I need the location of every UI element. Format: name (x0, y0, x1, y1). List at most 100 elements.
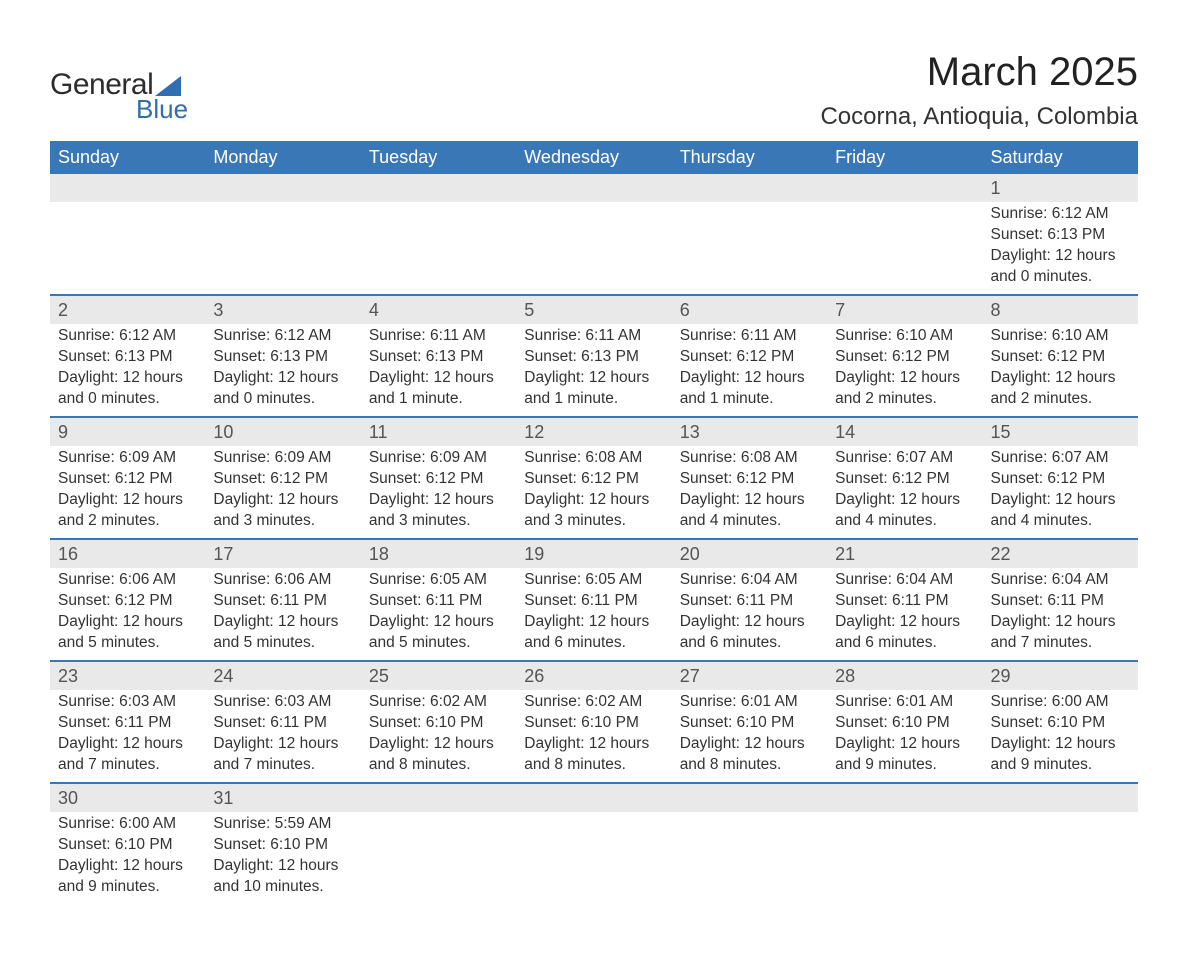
daylight-text: Daylight: 12 hours and 3 minutes. (213, 490, 352, 532)
sunset-text: Sunset: 6:10 PM (213, 835, 352, 856)
day-number: 7 (827, 296, 982, 324)
sunrise-text: Sunrise: 6:02 AM (369, 692, 508, 713)
title-block: March 2025 Cocorna, Antioquia, Colombia (820, 50, 1138, 131)
calendar-cell-empty (827, 783, 982, 904)
calendar-cell: 13Sunrise: 6:08 AMSunset: 6:12 PMDayligh… (672, 417, 827, 539)
calendar-cell-empty (205, 174, 360, 295)
daylight-text: Daylight: 12 hours and 5 minutes. (58, 612, 197, 654)
calendar-cell: 27Sunrise: 6:01 AMSunset: 6:10 PMDayligh… (672, 661, 827, 783)
daylight-text: Daylight: 12 hours and 8 minutes. (524, 734, 663, 776)
day-number: 24 (205, 662, 360, 690)
day-details: Sunrise: 6:09 AMSunset: 6:12 PMDaylight:… (50, 446, 205, 538)
calendar-cell: 17Sunrise: 6:06 AMSunset: 6:11 PMDayligh… (205, 539, 360, 661)
day-number (827, 784, 982, 812)
day-number: 28 (827, 662, 982, 690)
brand-triangle-icon (155, 76, 181, 96)
daylight-text: Daylight: 12 hours and 1 minute. (680, 368, 819, 410)
day-number: 3 (205, 296, 360, 324)
sunset-text: Sunset: 6:10 PM (835, 713, 974, 734)
calendar-cell: 12Sunrise: 6:08 AMSunset: 6:12 PMDayligh… (516, 417, 671, 539)
daylight-text: Daylight: 12 hours and 8 minutes. (680, 734, 819, 776)
sunrise-text: Sunrise: 6:04 AM (835, 570, 974, 591)
day-number: 19 (516, 540, 671, 568)
day-number: 8 (983, 296, 1138, 324)
daylight-text: Daylight: 12 hours and 5 minutes. (213, 612, 352, 654)
day-number: 20 (672, 540, 827, 568)
sunset-text: Sunset: 6:12 PM (680, 347, 819, 368)
sunrise-text: Sunrise: 6:09 AM (58, 448, 197, 469)
sunset-text: Sunset: 6:12 PM (213, 469, 352, 490)
day-number: 2 (50, 296, 205, 324)
day-number: 1 (983, 174, 1138, 202)
day-details: Sunrise: 6:00 AMSunset: 6:10 PMDaylight:… (50, 812, 205, 904)
day-details: Sunrise: 6:09 AMSunset: 6:12 PMDaylight:… (361, 446, 516, 538)
sunset-text: Sunset: 6:10 PM (369, 713, 508, 734)
day-details: Sunrise: 6:03 AMSunset: 6:11 PMDaylight:… (205, 690, 360, 782)
weekday-header: Saturday (983, 141, 1138, 174)
day-number (516, 174, 671, 202)
sunrise-text: Sunrise: 6:06 AM (213, 570, 352, 591)
calendar-week-row: 1Sunrise: 6:12 AMSunset: 6:13 PMDaylight… (50, 174, 1138, 295)
day-number: 27 (672, 662, 827, 690)
sunset-text: Sunset: 6:11 PM (991, 591, 1130, 612)
calendar-cell: 28Sunrise: 6:01 AMSunset: 6:10 PMDayligh… (827, 661, 982, 783)
daylight-text: Daylight: 12 hours and 1 minute. (369, 368, 508, 410)
weekday-header-row: SundayMondayTuesdayWednesdayThursdayFrid… (50, 141, 1138, 174)
weekday-header: Wednesday (516, 141, 671, 174)
sunrise-text: Sunrise: 6:00 AM (991, 692, 1130, 713)
calendar-week-row: 9Sunrise: 6:09 AMSunset: 6:12 PMDaylight… (50, 417, 1138, 539)
day-details: Sunrise: 6:01 AMSunset: 6:10 PMDaylight:… (672, 690, 827, 782)
day-details (827, 202, 982, 262)
sunset-text: Sunset: 6:12 PM (991, 469, 1130, 490)
sunrise-text: Sunrise: 6:05 AM (369, 570, 508, 591)
calendar-cell: 29Sunrise: 6:00 AMSunset: 6:10 PMDayligh… (983, 661, 1138, 783)
daylight-text: Daylight: 12 hours and 2 minutes. (991, 368, 1130, 410)
weekday-header: Friday (827, 141, 982, 174)
day-number: 5 (516, 296, 671, 324)
day-number: 6 (672, 296, 827, 324)
calendar-cell: 26Sunrise: 6:02 AMSunset: 6:10 PMDayligh… (516, 661, 671, 783)
daylight-text: Daylight: 12 hours and 9 minutes. (991, 734, 1130, 776)
sunrise-text: Sunrise: 6:08 AM (680, 448, 819, 469)
daylight-text: Daylight: 12 hours and 4 minutes. (991, 490, 1130, 532)
day-details: Sunrise: 6:12 AMSunset: 6:13 PMDaylight:… (50, 324, 205, 416)
daylight-text: Daylight: 12 hours and 9 minutes. (58, 856, 197, 898)
day-details: Sunrise: 6:05 AMSunset: 6:11 PMDaylight:… (516, 568, 671, 660)
sunrise-text: Sunrise: 6:10 AM (991, 326, 1130, 347)
daylight-text: Daylight: 12 hours and 8 minutes. (369, 734, 508, 776)
day-number: 26 (516, 662, 671, 690)
weekday-header: Thursday (672, 141, 827, 174)
day-number: 22 (983, 540, 1138, 568)
day-details: Sunrise: 6:11 AMSunset: 6:13 PMDaylight:… (361, 324, 516, 416)
sunrise-text: Sunrise: 6:03 AM (213, 692, 352, 713)
sunset-text: Sunset: 6:12 PM (835, 469, 974, 490)
day-details (827, 812, 982, 872)
calendar-week-row: 2Sunrise: 6:12 AMSunset: 6:13 PMDaylight… (50, 295, 1138, 417)
sunset-text: Sunset: 6:11 PM (213, 713, 352, 734)
daylight-text: Daylight: 12 hours and 10 minutes. (213, 856, 352, 898)
day-details: Sunrise: 6:06 AMSunset: 6:11 PMDaylight:… (205, 568, 360, 660)
day-number: 4 (361, 296, 516, 324)
calendar-cell: 30Sunrise: 6:00 AMSunset: 6:10 PMDayligh… (50, 783, 205, 904)
sunset-text: Sunset: 6:10 PM (58, 835, 197, 856)
calendar-cell: 16Sunrise: 6:06 AMSunset: 6:12 PMDayligh… (50, 539, 205, 661)
sunrise-text: Sunrise: 6:11 AM (369, 326, 508, 347)
day-details: Sunrise: 6:02 AMSunset: 6:10 PMDaylight:… (516, 690, 671, 782)
sunset-text: Sunset: 6:13 PM (991, 225, 1130, 246)
day-number: 9 (50, 418, 205, 446)
calendar-cell-empty (983, 783, 1138, 904)
calendar-cell-empty (361, 174, 516, 295)
daylight-text: Daylight: 12 hours and 7 minutes. (991, 612, 1130, 654)
calendar-cell-empty (672, 174, 827, 295)
day-number (827, 174, 982, 202)
daylight-text: Daylight: 12 hours and 2 minutes. (58, 490, 197, 532)
day-details (205, 202, 360, 262)
day-number: 23 (50, 662, 205, 690)
calendar-cell: 3Sunrise: 6:12 AMSunset: 6:13 PMDaylight… (205, 295, 360, 417)
calendar-cell: 1Sunrise: 6:12 AMSunset: 6:13 PMDaylight… (983, 174, 1138, 295)
day-number: 10 (205, 418, 360, 446)
day-number (672, 174, 827, 202)
day-details: Sunrise: 6:05 AMSunset: 6:11 PMDaylight:… (361, 568, 516, 660)
calendar-cell: 4Sunrise: 6:11 AMSunset: 6:13 PMDaylight… (361, 295, 516, 417)
day-details: Sunrise: 6:04 AMSunset: 6:11 PMDaylight:… (672, 568, 827, 660)
